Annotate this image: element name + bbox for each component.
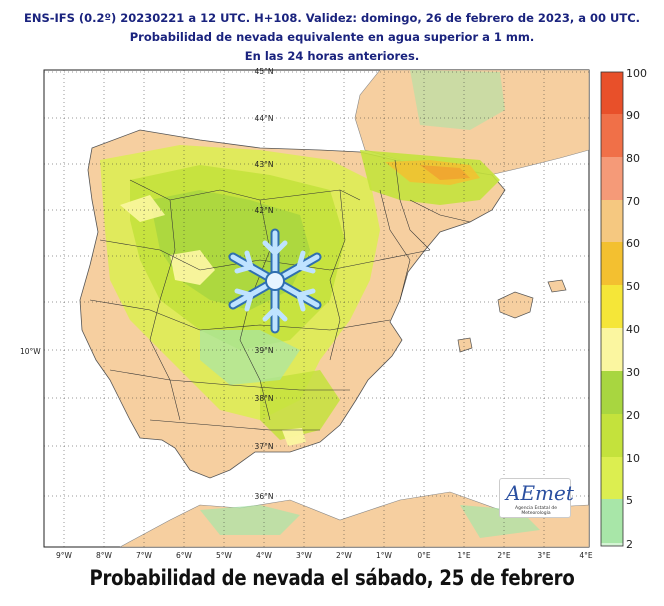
colorbar-label: 20 [626, 409, 640, 422]
lon-label: 4°W [256, 551, 273, 560]
lon-label: 8°W [96, 551, 113, 560]
caption: Probabilidad de nevada el sábado, 25 de … [89, 566, 575, 590]
lon-label: 5°W [216, 551, 233, 560]
snowflake-icon [228, 228, 322, 334]
lon-label: 9°W [56, 551, 73, 560]
lat-label: 37°N [255, 442, 274, 451]
menorca-island [547, 279, 567, 293]
lon-label: 0°E [417, 551, 431, 560]
colorbar-label: 60 [626, 237, 640, 250]
lat-label: 39°N [255, 346, 274, 355]
colorbar-label: 30 [626, 366, 640, 379]
colorbar-swatch [601, 499, 623, 543]
colorbar-label: 70 [626, 195, 640, 208]
colorbar-swatch [601, 328, 623, 371]
colorbar-label: 10 [626, 452, 640, 465]
colorbar-swatch [601, 200, 623, 242]
colorbar: 100 90 80 70 60 50 40 30 20 10 5 2 [600, 67, 647, 551]
colorbar-swatch [601, 157, 623, 200]
lat-label: 36°N [255, 492, 274, 501]
logo-name: AEmet [506, 481, 574, 505]
ibiza-island [457, 337, 473, 353]
colorbar-label: 50 [626, 280, 640, 293]
colorbar-swatch [601, 543, 623, 546]
colorbar-swatch [601, 242, 623, 285]
logo-subtitle: Agencia Estatal de Meteorología [514, 506, 557, 516]
header-line-2: Probabilidad de nevada equivalente en ag… [129, 30, 535, 44]
lon-label: 3°W [296, 551, 313, 560]
colorbar-swatch [601, 285, 623, 328]
colorbar-label: 5 [626, 494, 633, 507]
colorbar-label: 100 [626, 67, 647, 80]
lon-label: 4°E [579, 551, 593, 560]
lon-label: 2°E [497, 551, 511, 560]
colorbar-swatch [601, 114, 623, 157]
lon-labels: 9°W 8°W 7°W 6°W 5°W 4°W 3°W 2°W 1°W 0°E … [56, 551, 593, 560]
lon-label: 1°W [376, 551, 393, 560]
lat-label: 42°N [255, 206, 274, 215]
lat-label: 38°N [255, 394, 274, 403]
lon-label: 1°E [457, 551, 471, 560]
lat-label: 43°N [255, 160, 274, 169]
header-line-1: ENS-IFS (0.2º) 20230221 a 12 UTC. H+108.… [23, 11, 641, 25]
lon-label: 7°W [136, 551, 153, 560]
header-line-3: En las 24 horas anteriores. [244, 49, 420, 63]
colorbar-swatch [601, 72, 623, 114]
colorbar-label: 2 [626, 538, 633, 551]
lon-label: 3°E [537, 551, 551, 560]
colorbar-label: 90 [626, 109, 640, 122]
left-lon-label: 10°W [20, 347, 41, 356]
lon-label: 6°W [176, 551, 193, 560]
lat-label: 44°N [255, 114, 274, 123]
colorbar-swatch [601, 371, 623, 414]
lat-label: 45°N [255, 67, 274, 76]
colorbar-swatch [601, 414, 623, 457]
lon-label: 2°W [336, 551, 353, 560]
colorbar-label: 80 [626, 152, 640, 165]
region-borders [89, 159, 471, 431]
colorbar-label: 40 [626, 323, 640, 336]
lat-labels: 45°N 44°N 43°N 42°N 39°N 38°N 37°N 36°N [255, 67, 274, 501]
mallorca-island [497, 291, 534, 319]
aemet-logo: AEmet Agencia Estatal de Meteorología [499, 478, 574, 518]
colorbar-swatch [601, 457, 623, 499]
